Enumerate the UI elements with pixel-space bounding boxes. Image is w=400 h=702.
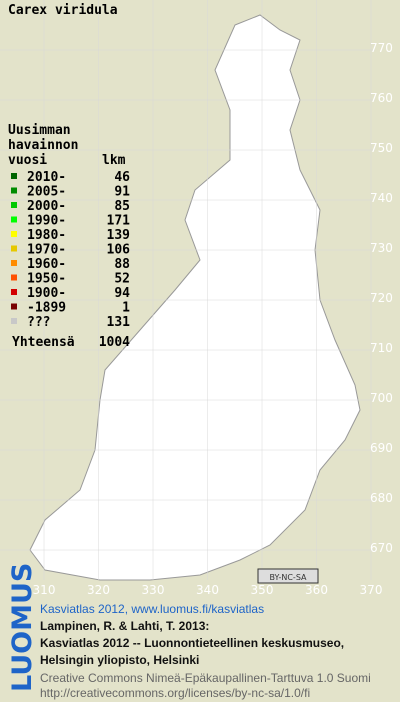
- legend-count: 1: [122, 301, 130, 316]
- legend-label: 1900-: [27, 286, 66, 301]
- legend-count: 171: [107, 214, 131, 229]
- legend: 2010- 46 2005- 91 2000- 85 1990- 171 1980- 139 197…: [11, 170, 130, 330]
- legend-total: 1004: [99, 335, 130, 350]
- credit-link[interactable]: Kasviatlas 2012, www.luomus.fi/kasviatla…: [40, 602, 264, 616]
- cc-badge: [257, 568, 319, 584]
- y-axis-label: 690: [370, 441, 393, 455]
- y-axis-label: 700: [370, 391, 393, 405]
- legend-count-heading: lkm: [102, 153, 126, 168]
- legend-swatch: [11, 318, 17, 324]
- citation: Lampinen, R. & Lahti, T. 2013:: [40, 619, 209, 633]
- y-axis-label: 710: [370, 341, 393, 355]
- title: Carex viridula: [8, 3, 118, 18]
- y-axis-label: 730: [370, 241, 393, 255]
- logo: LUOMUS: [7, 563, 38, 692]
- license: Creative Commons Nimeä-Epäkaupallinen-Ta…: [40, 671, 371, 685]
- y-axis-label: 770: [370, 41, 393, 55]
- legend-count: 46: [114, 170, 130, 185]
- y-axis-label: 760: [370, 91, 393, 105]
- legend-swatch: [11, 274, 17, 281]
- y-axis-label: 750: [370, 141, 393, 155]
- license[interactable]: http://creativecommons.org/licenses/by-n…: [40, 686, 310, 700]
- y-axis-label: 670: [370, 541, 393, 555]
- legend-count: 94: [114, 286, 130, 301]
- legend-label: 1970-: [27, 243, 66, 258]
- x-axis-label: 370: [360, 583, 383, 597]
- legend-label: 2010-: [27, 170, 66, 185]
- x-axis-label: 340: [196, 583, 219, 597]
- legend-swatch: [11, 289, 17, 295]
- legend-label: 2005-: [27, 185, 66, 200]
- legend-label: 2000-: [27, 199, 66, 214]
- cc-badge-text: BY-NC-SA: [269, 573, 307, 582]
- legend-count: 88: [114, 257, 130, 272]
- y-axis-label: 720: [370, 291, 393, 305]
- finland-outline: [29, 14, 361, 581]
- legend-heading: havainnon: [8, 138, 78, 153]
- legend-heading: vuosi: [8, 153, 47, 168]
- x-axis-label: 330: [142, 583, 165, 597]
- legend-swatch: [11, 245, 17, 252]
- legend-count: 52: [114, 272, 130, 287]
- legend-swatch: [11, 187, 17, 194]
- legend-total-label: Yhteensä: [12, 335, 75, 350]
- legend-count: 131: [107, 315, 131, 330]
- legend-count: 106: [107, 243, 131, 258]
- x-axis-label: 310: [33, 583, 56, 597]
- legend-label: -1899: [27, 301, 66, 316]
- citation: Kasviatlas 2012 -- Luonnontieteellinen k…: [40, 636, 344, 650]
- legend-label: ???: [27, 315, 50, 330]
- legend-count: 139: [107, 228, 130, 243]
- legend-swatch: [11, 231, 17, 237]
- legend-label: 1960-: [27, 257, 66, 272]
- legend-swatch: [11, 202, 17, 208]
- legend-swatch: [11, 173, 17, 179]
- axes: 770 760 750 740 730 720 710 700 690 680 670 310 320 3…: [33, 41, 393, 597]
- legend-swatch: [11, 260, 17, 266]
- x-axis-label: 320: [87, 583, 110, 597]
- legend-swatch: [11, 303, 17, 310]
- legend-swatch: [11, 216, 17, 223]
- x-axis-label: 350: [251, 583, 274, 597]
- y-axis-label: 740: [370, 191, 393, 205]
- legend-label: 1950-: [27, 272, 66, 287]
- citation: Helsingin yliopisto, Helsinki: [40, 653, 199, 667]
- y-axis-label: 680: [370, 491, 393, 505]
- legend-heading: Uusimman: [8, 123, 71, 138]
- legend-count: 91: [114, 185, 130, 200]
- legend-label: 1980-: [27, 228, 66, 243]
- map-grid: [0, 0, 375, 580]
- legend-label: 1990-: [27, 214, 66, 229]
- legend-count: 85: [114, 199, 130, 214]
- x-axis-label: 360: [305, 583, 328, 597]
